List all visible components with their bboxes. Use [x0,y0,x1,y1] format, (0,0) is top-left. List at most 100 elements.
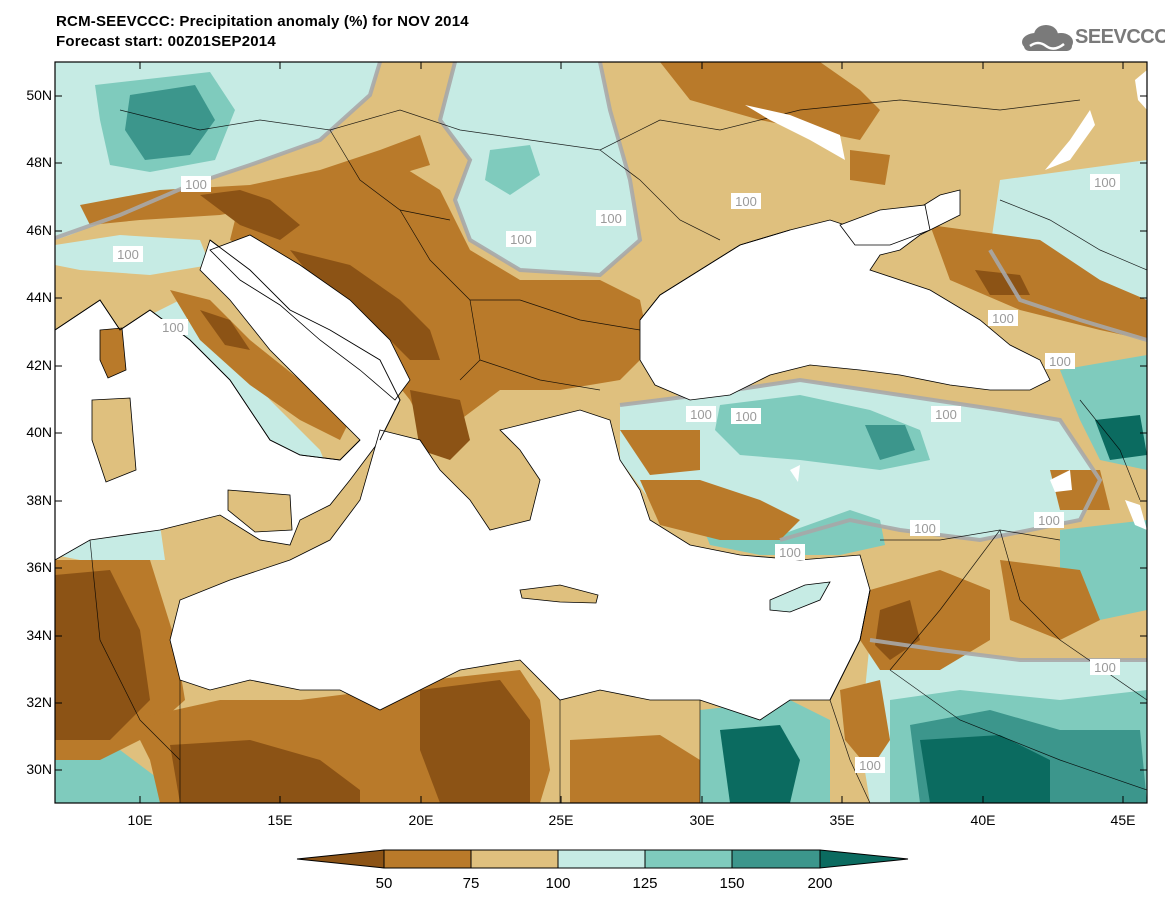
lat-label-32n: 32N [26,694,52,710]
contour-label-100: 100 [1034,512,1064,528]
alps-north-dry [80,135,430,225]
contour-label-100: 100 [988,310,1018,326]
no-data-patches [745,70,1147,530]
pannonia-wet-core [485,145,540,195]
contour-label-100: 100 [931,406,961,422]
forecast-start-subtitle: Forecast start: 00Z01SEP2014 [56,33,276,50]
sea-areas [55,189,1051,721]
svg-text:100: 100 [735,409,757,424]
balkans-dry [230,165,650,440]
colorbar-label-100: 100 [545,875,571,892]
colorbar-125-150 [644,849,733,869]
svg-text:100: 100 [914,521,936,536]
svg-text:100: 100 [1094,660,1116,675]
colorbar-150-200 [731,849,821,869]
svg-text:100: 100 [1094,175,1116,190]
lon-label-15e: 15E [267,812,293,828]
colorbar-75-100 [470,849,559,869]
russia-dry-core [975,270,1030,295]
egypt-sinai-wet-core [720,725,800,803]
cyprus-island [769,581,831,613]
colorbar [296,849,909,869]
colorbar-label-125: 125 [632,875,658,892]
croatia-dry-core [290,250,440,360]
sicily-island [227,489,293,533]
lat-label-34n: 34N [26,627,52,643]
contour-label-100: 100 [1045,353,1075,369]
lat-label-40n: 40N [26,424,52,440]
contour-label-100: 100 [506,231,536,247]
svg-text:100: 100 [992,311,1014,326]
anatolia-south-dry [640,480,800,540]
sea-of-azov [839,204,931,246]
ukraine-dry [660,62,880,140]
libya-dry-west [170,740,360,803]
contour-label-100: 100 [855,757,885,773]
caucasus-wet-max [1095,415,1147,460]
black-sea [639,189,1051,401]
pannonia-wet [440,62,640,275]
colorbar-label-150: 150 [719,875,745,892]
sinai-dry [840,680,890,770]
svg-text:100: 100 [600,211,622,226]
lon-label-40e: 40E [970,812,996,828]
lon-label-20e: 20E [408,812,434,828]
alps-dry-core [200,190,300,240]
contour-label-100: 100 [1090,659,1120,675]
contour-label-100: 100 [686,406,716,422]
russia-dry [930,225,1147,340]
colorbar-50-75 [383,849,472,869]
svg-text:100: 100 [117,247,139,262]
contour-label-100: 100 [596,210,626,226]
colorbar-above-200 [819,849,909,869]
contour-label-100: 100 [775,544,805,560]
svg-text:100: 100 [779,545,801,560]
contour-label-100: 100 [113,246,143,262]
contour-label-100: 100 [181,176,211,192]
italy-dry-core [200,310,250,350]
lon-label-25e: 25E [548,812,574,828]
adriatic-sea [209,234,411,401]
country-borders [89,99,1147,803]
sardinia-island [91,397,137,483]
seevccc-logo [1022,25,1073,51]
greece-dry [410,390,470,460]
arabia-wet-extreme [920,735,1050,803]
colorbar-label-50: 50 [375,875,393,892]
anatolia-west-dry [620,430,700,475]
lon-label-45e: 45E [1110,812,1136,828]
corsica-island [99,327,127,379]
lat-label-36n: 36N [26,559,52,575]
svg-text:100: 100 [935,407,957,422]
map-title: RCM-SEEVCCC: Precipitation anomaly (%) f… [56,13,469,30]
lat-label-50n: 50N [26,87,52,103]
algeria-dry-core [55,570,150,740]
egypt-dry [570,735,700,803]
svg-text:100: 100 [185,177,207,192]
crete-island [519,584,599,604]
islands [91,327,831,613]
svg-text:100: 100 [1038,513,1060,528]
wet-anomaly-regions [55,62,1147,803]
colorbar-label-75: 75 [462,875,480,892]
libya-coast-wet [55,750,170,803]
coastlines [55,229,871,701]
contour-label-100: 100 [731,408,761,424]
libya-dry-core [420,680,530,803]
anatolia-wet-max [865,425,915,460]
lat-label-44n: 44N [26,289,52,305]
contour-label-100: 100 [731,193,761,209]
contour-label-100: 100 [158,319,188,335]
axis-ticks [55,62,1147,803]
colorbar-label-200: 200 [807,875,833,892]
contour-label-100: 100 [910,520,940,536]
lon-label-30e: 30E [689,812,715,828]
contour-labels: 100 100 100 100 100 100 100 100 100 100 100 100 100 1… [113,174,1120,773]
colorbar-100-125 [557,849,646,869]
contour-label-100: 100 [1090,174,1120,190]
lat-label-42n: 42N [26,357,52,373]
lat-label-46n: 46N [26,222,52,238]
ukraine-dry-patch [850,150,890,185]
tyrrhenian-coast-wet [150,300,330,475]
